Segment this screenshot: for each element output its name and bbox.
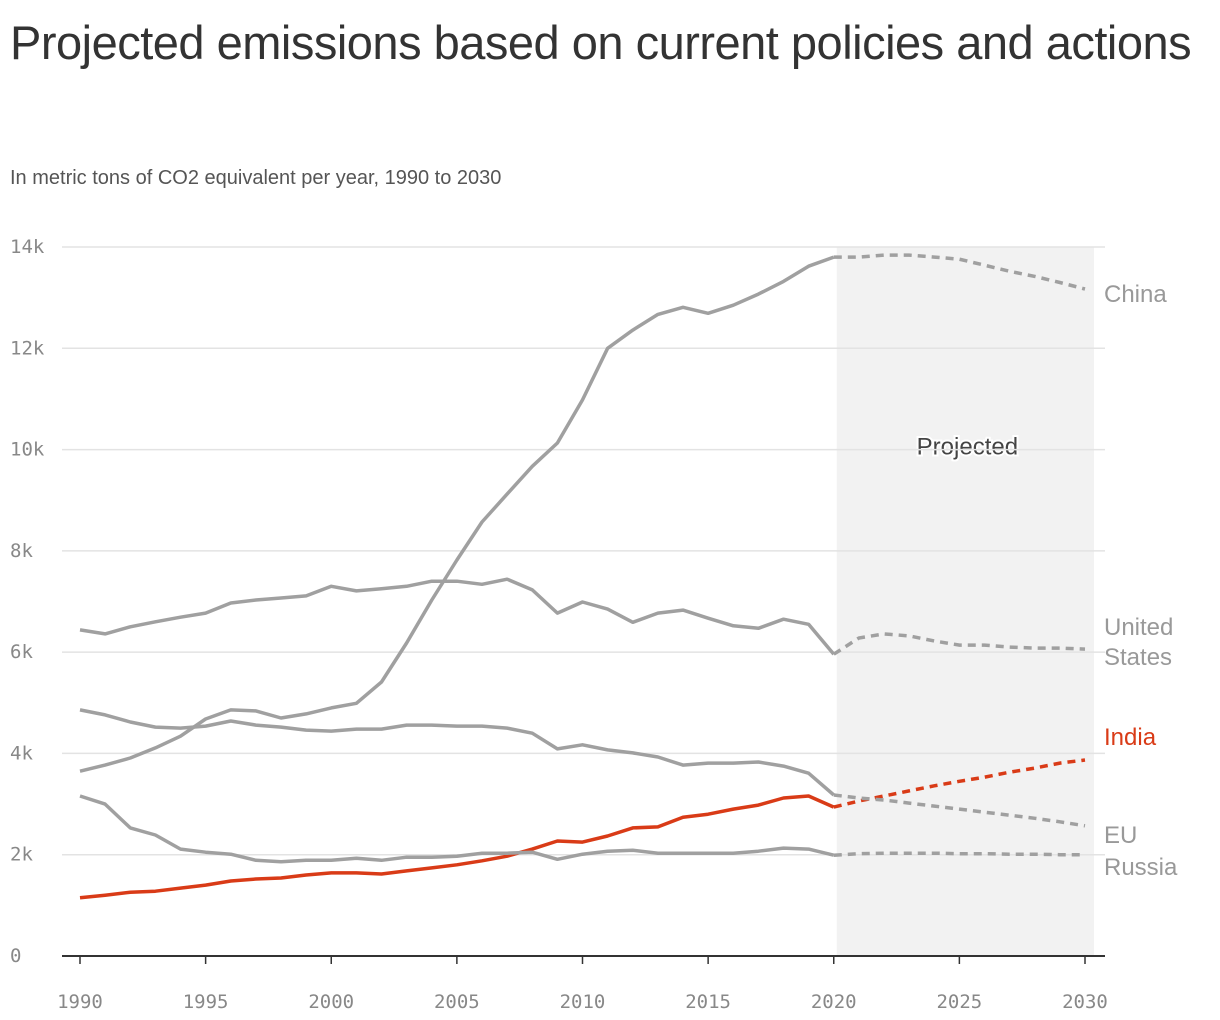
series-label-india: India — [1104, 724, 1157, 751]
x-tick-label: 2030 — [1062, 991, 1108, 1013]
y-tick-label: 14k — [10, 236, 45, 258]
projected-label: Projected — [917, 434, 1018, 461]
projected-region — [836, 247, 1094, 956]
y-tick-label: 6k — [10, 641, 33, 663]
series-line-china — [79, 255, 835, 773]
series-line-india — [79, 794, 835, 900]
y-tick-label: 12k — [10, 337, 45, 359]
series-label-china: China — [1104, 281, 1167, 308]
chart-subtitle: In metric tons of CO2 equivalent per yea… — [10, 167, 502, 189]
y-tick-label: 4k — [10, 742, 33, 764]
x-tick-label: 2020 — [811, 991, 857, 1013]
x-tick-label: 2010 — [560, 991, 606, 1013]
x-tick-label: 1995 — [183, 991, 229, 1013]
chart-title: Projected emissions based on current pol… — [10, 16, 1192, 69]
x-tick-label: 2005 — [434, 991, 480, 1013]
series-projection-china — [833, 253, 1086, 291]
x-tick-label: 2025 — [936, 991, 982, 1013]
series-line-eu — [79, 708, 835, 797]
series-projection-india — [833, 758, 1086, 809]
x-tick-label: 1990 — [57, 991, 103, 1013]
series-label-united-states: United — [1104, 614, 1173, 641]
series-line-united-states — [79, 577, 836, 656]
series-line-russia — [79, 794, 835, 864]
y-tick-label: 10k — [10, 439, 45, 461]
y-tick-label: 2k — [10, 844, 33, 866]
x-tick-label: 2000 — [308, 991, 354, 1013]
series-projection-united-states — [832, 632, 1086, 656]
series-label-russia: Russia — [1104, 854, 1178, 881]
y-tick-label: 8k — [10, 540, 33, 562]
y-tick-label: 0 — [10, 945, 21, 967]
series-label-eu: EU — [1104, 822, 1137, 849]
series-projection-eu — [833, 793, 1086, 828]
series-label-united-states: States — [1104, 644, 1172, 671]
x-tick-label: 2015 — [685, 991, 731, 1013]
